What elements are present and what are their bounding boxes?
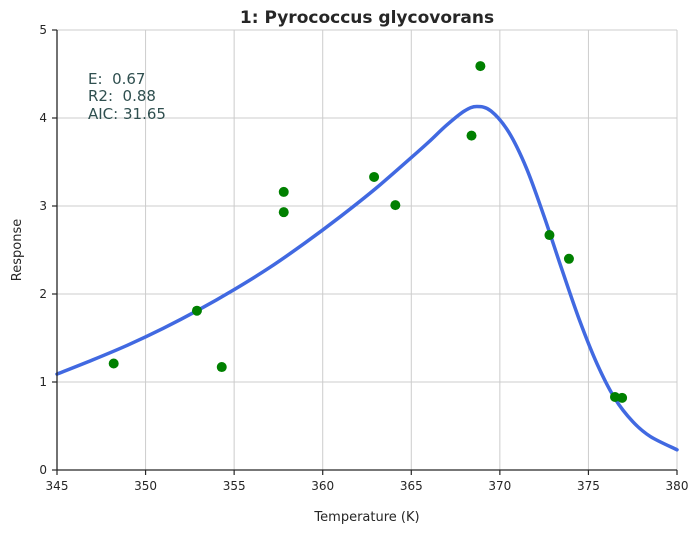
y-tick-label: 3 <box>39 199 47 213</box>
axes <box>56 30 677 471</box>
x-tick-label: 365 <box>400 479 423 493</box>
annotation-e: E: 0.67 <box>88 70 145 88</box>
data-point <box>544 230 555 241</box>
data-point <box>369 171 380 182</box>
grid <box>57 29 678 470</box>
annotation-aic: AIC: 31.65 <box>88 105 166 123</box>
y-tick-label: 4 <box>39 111 47 125</box>
x-tick-label: 380 <box>666 479 689 493</box>
data-point <box>108 358 119 369</box>
data-point <box>216 362 227 373</box>
data-point <box>191 305 202 316</box>
x-ticks: 345 350 355 360 365 370 375 380 <box>46 470 689 493</box>
data-point <box>278 207 289 218</box>
y-tick-label: 2 <box>39 287 47 301</box>
data-point <box>278 186 289 197</box>
y-tick-label: 1 <box>39 375 47 389</box>
chart-title: 1: Pyrococcus glycovorans <box>240 8 494 28</box>
x-tick-label: 360 <box>311 479 334 493</box>
data-point <box>617 392 628 403</box>
fit-statistics: E: 0.67 R2: 0.88 AIC: 31.65 <box>88 70 166 123</box>
x-tick-label: 370 <box>488 479 511 493</box>
data-point <box>466 130 477 141</box>
y-axis-label: Response <box>10 219 25 281</box>
y-ticks: 0 1 2 3 4 5 <box>39 23 57 477</box>
fit-curve <box>55 104 679 452</box>
x-tick-label: 375 <box>577 479 600 493</box>
y-tick-label: 5 <box>39 23 47 37</box>
y-tick-label: 0 <box>39 463 47 477</box>
annotation-r2: R2: 0.88 <box>88 87 156 105</box>
data-point <box>390 200 401 211</box>
fit-curve-layer <box>55 104 679 452</box>
data-point <box>475 61 486 72</box>
data-points <box>108 61 628 403</box>
x-tick-label: 350 <box>134 479 157 493</box>
x-axis-label: Temperature (K) <box>313 510 419 525</box>
data-point <box>563 253 574 264</box>
x-tick-label: 345 <box>46 479 69 493</box>
x-tick-label: 355 <box>223 479 246 493</box>
